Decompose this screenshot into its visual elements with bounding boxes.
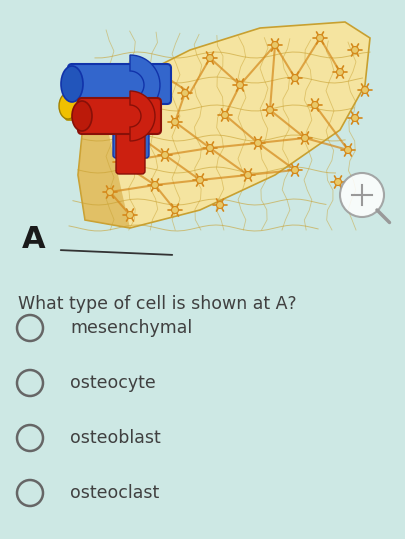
Text: A: A [22,225,46,254]
Circle shape [181,89,188,96]
Text: mesenchymal: mesenchymal [70,319,192,337]
Circle shape [136,96,143,103]
Ellipse shape [61,66,83,102]
Polygon shape [130,91,155,141]
Polygon shape [78,95,130,228]
FancyBboxPatch shape [68,64,171,104]
Circle shape [207,54,213,61]
Ellipse shape [59,93,77,119]
Circle shape [126,211,134,218]
Circle shape [311,101,318,108]
Circle shape [266,107,273,114]
Circle shape [340,173,384,217]
Circle shape [171,206,179,213]
Circle shape [245,171,252,178]
Circle shape [292,74,298,81]
Circle shape [335,178,341,185]
Circle shape [117,158,124,165]
Circle shape [151,66,158,73]
Circle shape [207,144,213,151]
Circle shape [126,127,134,134]
Ellipse shape [72,101,92,131]
Text: What type of cell is shown at A?: What type of cell is shown at A? [18,295,296,313]
Circle shape [271,42,279,49]
FancyBboxPatch shape [116,113,145,174]
Circle shape [171,119,179,126]
Circle shape [337,68,343,75]
Circle shape [352,114,358,121]
Text: osteoclast: osteoclast [70,484,159,502]
Circle shape [151,182,158,189]
Circle shape [316,34,324,42]
Text: osteoblast: osteoblast [70,429,161,447]
Circle shape [292,167,298,174]
Polygon shape [130,55,160,115]
Circle shape [352,46,358,53]
FancyBboxPatch shape [65,92,136,120]
Circle shape [107,189,113,196]
Circle shape [222,112,228,119]
FancyBboxPatch shape [113,82,149,158]
Circle shape [301,135,309,142]
Polygon shape [78,22,370,228]
Circle shape [362,86,369,93]
Circle shape [217,202,224,209]
Circle shape [237,81,243,88]
Circle shape [345,147,352,154]
Text: osteocyte: osteocyte [70,374,156,392]
Circle shape [254,140,262,147]
FancyBboxPatch shape [78,98,161,134]
Circle shape [162,151,168,158]
Circle shape [196,176,203,183]
